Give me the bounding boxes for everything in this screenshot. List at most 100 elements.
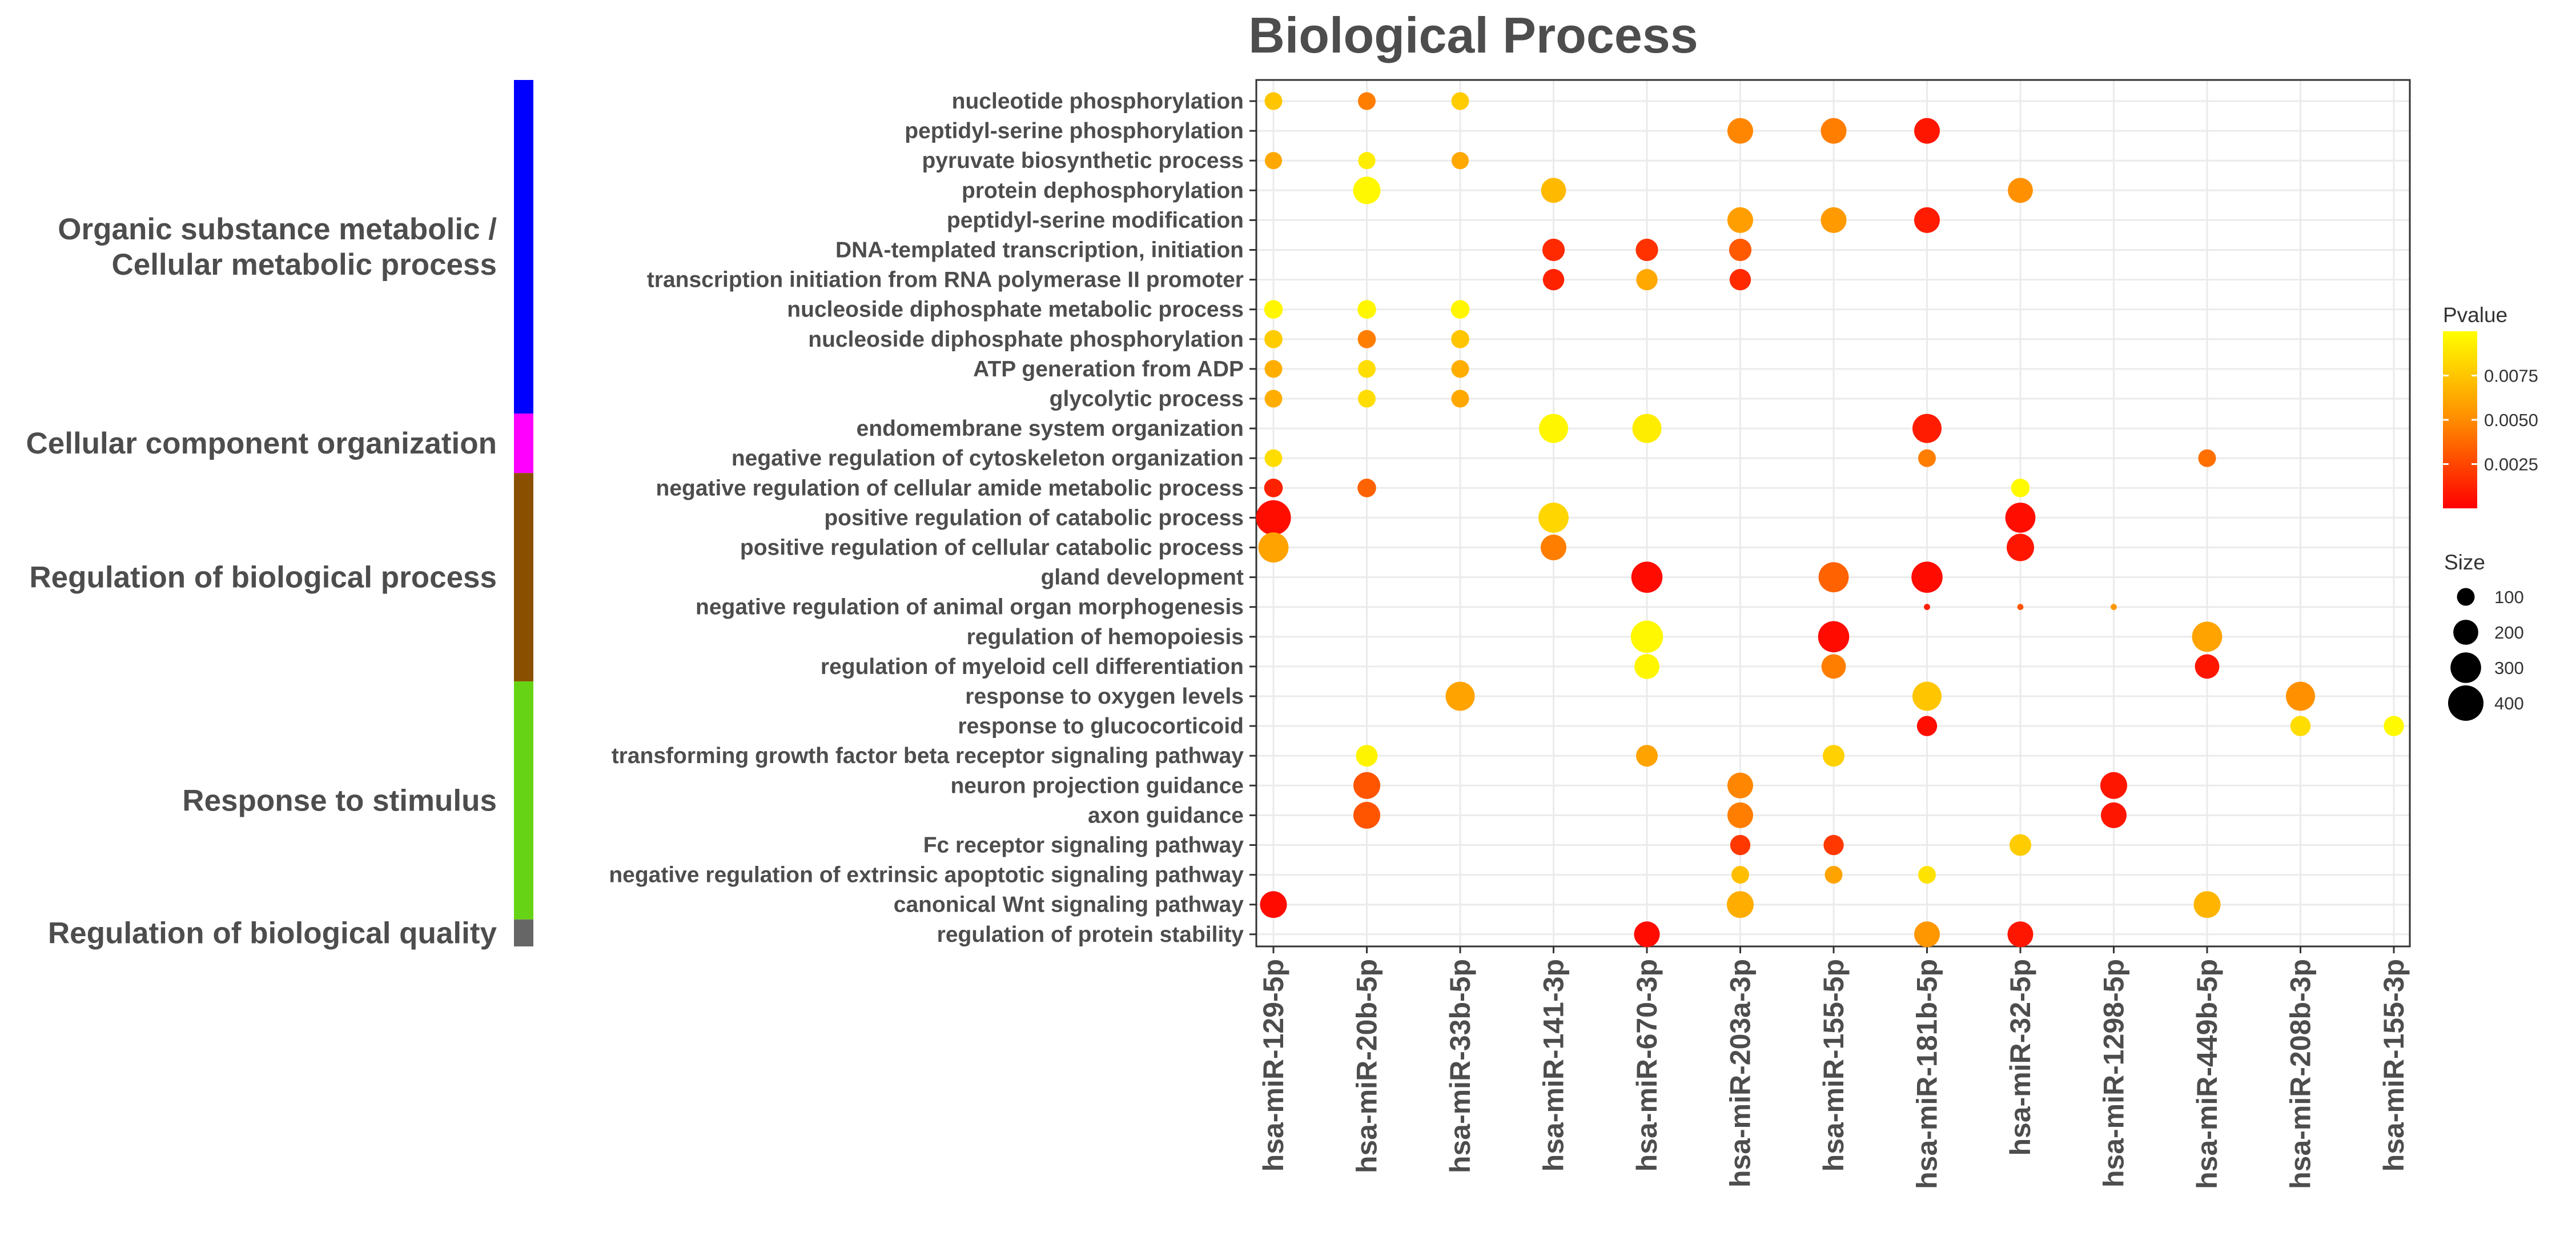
data-point: [1541, 535, 1566, 560]
data-point: [1258, 532, 1289, 563]
data-point: [2111, 604, 2117, 611]
size-legend-dot: [2457, 588, 2475, 606]
data-point: [1914, 921, 1940, 948]
x-tick-label: hsa-miR-20b-5p: [1351, 959, 1383, 1173]
data-point: [2005, 503, 2036, 533]
data-point: [1357, 330, 1376, 348]
data-point: [1538, 503, 1569, 533]
data-point: [1818, 562, 1849, 592]
data-point: [1264, 360, 1283, 378]
y-tick-label: endomembrane system organization: [857, 416, 1244, 441]
y-tick-label: negative regulation of animal organ morp…: [696, 595, 1244, 620]
y-tick-label: response to glucocorticoid: [958, 714, 1244, 739]
data-point: [2290, 716, 2311, 736]
data-point: [1912, 414, 1942, 443]
data-point: [1264, 449, 1283, 467]
colorbar-tick-label: 0.0075: [2484, 366, 2538, 386]
data-point: [2198, 449, 2216, 467]
y-tick-label: nucleoside diphosphate phosphorylation: [808, 327, 1244, 352]
data-point: [1924, 604, 1930, 611]
x-tick-label: hsa-miR-181b-5p: [1911, 959, 1943, 1189]
data-point: [1630, 620, 1663, 653]
data-point: [2101, 802, 2127, 828]
data-point: [1821, 654, 1846, 679]
y-tick-label: peptidyl-serine phosphorylation: [905, 119, 1244, 143]
data-point: [1260, 891, 1287, 918]
x-tick-label: hsa-miR-32-5p: [2004, 959, 2036, 1156]
data-point: [1727, 802, 1753, 828]
data-point: [1353, 801, 1380, 829]
y-tick-label: negative regulation of cellular amide me…: [656, 476, 1244, 500]
data-point: [2286, 681, 2315, 711]
y-tick-label: regulation of protein stability: [937, 922, 1244, 947]
data-point: [1356, 745, 1378, 767]
data-point: [1541, 178, 1566, 203]
data-point: [1264, 479, 1283, 497]
pvalue-legend-title: Pvalue: [2443, 303, 2507, 327]
size-legend-label: 200: [2494, 623, 2524, 643]
data-point: [1912, 681, 1942, 711]
y-tick-label: protein dephosphorylation: [962, 178, 1244, 203]
y-tick-label: transforming growth factor beta receptor…: [612, 744, 1244, 768]
x-tick-label: hsa-miR-1298-5p: [2098, 959, 2130, 1187]
data-point: [1451, 92, 1469, 110]
data-point: [1636, 268, 1658, 291]
data-point: [1542, 268, 1565, 291]
data-point: [1539, 414, 1568, 443]
data-point: [1911, 561, 1943, 593]
x-tick-label: hsa-miR-141-3p: [1538, 959, 1570, 1171]
group-bar: [514, 681, 533, 920]
x-tick-label: hsa-miR-670-3p: [1631, 959, 1663, 1171]
y-tick-label: positive regulation of catabolic process: [824, 505, 1244, 530]
data-point: [1727, 118, 1753, 144]
data-point: [1264, 300, 1283, 319]
group-label: Response to stimulus: [182, 784, 497, 817]
data-point: [1451, 152, 1469, 170]
y-tick-label: gland development: [1041, 565, 1244, 590]
y-tick-label: response to oxygen levels: [965, 684, 1244, 709]
group-label: Regulation of biological process: [29, 561, 497, 595]
x-tick-label: hsa-miR-208b-3p: [2285, 959, 2317, 1189]
data-point: [1635, 238, 1658, 262]
data-point: [1634, 654, 1659, 679]
data-point: [1353, 772, 1380, 799]
data-point: [1821, 207, 1847, 233]
size-legend-label: 400: [2494, 693, 2524, 713]
data-point: [1823, 745, 1844, 767]
category-group-bars: Organic substance metabolic /Cellular me…: [26, 80, 533, 950]
y-tick-label: ATP generation from ADP: [973, 357, 1244, 382]
data-point: [2100, 772, 2127, 799]
data-point: [1256, 500, 1291, 536]
data-point: [1542, 238, 1565, 262]
size-legend: Size 100 200 300 400: [2444, 551, 2524, 721]
data-point: [2007, 921, 2034, 948]
y-tick-label: transcription initiation from RNA polyme…: [647, 268, 1244, 292]
data-point: [1918, 866, 1936, 884]
data-point: [1727, 891, 1754, 918]
data-point: [2011, 479, 2030, 497]
y-tick-label: DNA-templated transcription, initiation: [835, 238, 1244, 263]
x-tick-label: hsa-miR-449b-5p: [2191, 959, 2223, 1189]
chart-title: Biological Process: [1248, 7, 1698, 63]
data-point: [1264, 152, 1283, 170]
y-axis-labels: nucleotide phosphorylation peptidyl-serin…: [609, 89, 1256, 947]
y-tick-label: peptidyl-serine modification: [947, 208, 1244, 232]
y-tick-label: negative regulation of extrinsic apoptot…: [609, 863, 1244, 888]
y-tick-label: canonical Wnt signaling pathway: [894, 893, 1244, 917]
data-point: [1632, 414, 1662, 443]
data-point: [1450, 300, 1470, 319]
data-point: [1451, 360, 1469, 378]
data-point: [2384, 716, 2404, 736]
x-tick-label: hsa-miR-203a-3p: [1725, 959, 1757, 1187]
size-legend-dot: [2448, 685, 2483, 721]
size-legend-title: Size: [2444, 551, 2485, 574]
group-label: Regulation of biological quality: [48, 916, 497, 950]
group-label: Organic substance metabolic /: [58, 212, 497, 246]
data-point: [1729, 268, 1751, 291]
y-tick-label: neuron projection guidance: [950, 773, 1244, 798]
data-point: [1818, 621, 1850, 653]
data-point: [1914, 207, 1940, 233]
data-point: [1821, 118, 1847, 144]
